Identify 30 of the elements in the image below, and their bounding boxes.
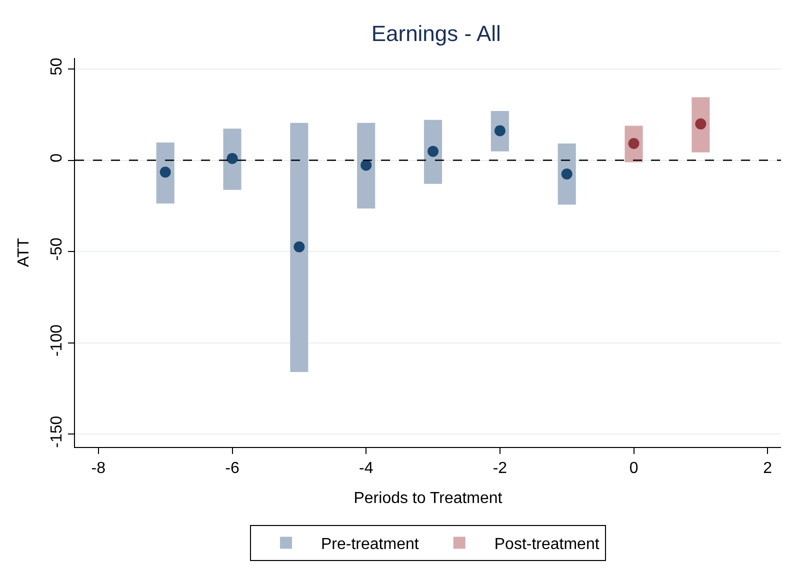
point xyxy=(226,152,238,164)
point xyxy=(561,168,572,180)
legend-label: Post-treatment xyxy=(494,536,600,553)
x-tick-label: 2 xyxy=(763,460,772,478)
x-tick-label: -4 xyxy=(358,460,374,478)
chart-title: Earnings - All xyxy=(371,21,501,46)
y-tick-label: 0 xyxy=(48,153,66,162)
x-tick-label: -6 xyxy=(225,460,240,478)
bar xyxy=(558,143,576,205)
y-tick-label: -150 xyxy=(48,416,66,448)
y-tick-label: -100 xyxy=(48,324,66,357)
legend-label: Pre-treatment xyxy=(321,536,420,553)
x-axis-title: Periods to Treatment xyxy=(354,490,503,507)
point xyxy=(360,160,372,171)
point xyxy=(160,166,171,178)
bar xyxy=(692,97,710,152)
point xyxy=(428,146,439,157)
point xyxy=(294,241,305,252)
y-tick-label: -50 xyxy=(48,238,66,261)
point xyxy=(695,118,706,130)
x-tick-label: 0 xyxy=(629,460,638,478)
bar xyxy=(290,122,308,372)
bar xyxy=(156,142,174,204)
bar xyxy=(357,122,376,208)
x-tick-label: -2 xyxy=(492,460,508,478)
y-axis-title: ATT xyxy=(16,238,32,268)
y-tick-label: 50 xyxy=(48,58,66,76)
x-tick-label: -8 xyxy=(91,460,106,478)
bar xyxy=(223,128,242,190)
bar xyxy=(424,120,442,184)
